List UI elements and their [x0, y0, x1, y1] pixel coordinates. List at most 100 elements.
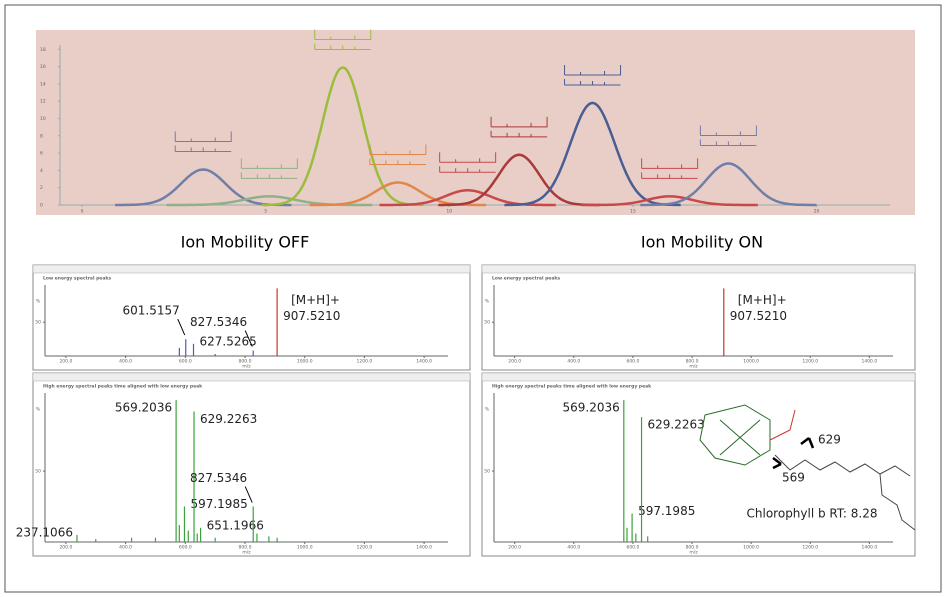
x-tick-label: 400.0 [119, 545, 132, 551]
x-tick-label: 200.0 [508, 545, 521, 551]
peak [640, 162, 817, 207]
caption: Chlorophyll b RT: 8.28 [747, 507, 878, 521]
y-tick-label: 10 [40, 116, 46, 122]
y-tick-label: 16 [40, 64, 46, 70]
x-tick-label: 400.0 [119, 359, 132, 365]
x-tick-label: 600.0 [626, 359, 639, 365]
peak [504, 101, 681, 207]
mini-spectrum-frame [240, 158, 298, 179]
x-tick-label: 400.0 [567, 359, 580, 365]
panel [481, 372, 916, 557]
x-tick-label: 1400.0 [861, 359, 877, 365]
panel-toolbar [481, 372, 916, 382]
x-tick-label: 800.0 [686, 359, 699, 365]
leader [244, 486, 253, 503]
y-tick-label: 4 [40, 168, 43, 174]
ion-label: [M+H]+ [738, 293, 787, 307]
x-tick-label: 600.0 [179, 359, 192, 365]
mini-spectrum [699, 125, 757, 146]
peak-label: 569.2036 [115, 401, 172, 415]
panel [32, 264, 471, 371]
mini-spectrum-frame [490, 116, 548, 138]
y-label: % [36, 407, 41, 413]
panel-toolbar [481, 264, 916, 274]
mini-spectrum [240, 158, 298, 179]
x-tick-label: 800.0 [239, 359, 252, 365]
peak [581, 195, 758, 207]
y-tick-label: 50 [484, 320, 490, 326]
chromatogram-bg [36, 30, 915, 215]
y-label: % [485, 299, 490, 305]
x-label: m/z [242, 550, 251, 556]
panel-title: High energy spectral peaks time aligned … [492, 384, 652, 390]
y-tick-label: 50 [35, 320, 41, 326]
mini-spectrum [490, 116, 548, 138]
x-tick-label: 15 [630, 209, 636, 215]
fragment-label: 629 [818, 433, 841, 447]
peak-label: 629.2263 [200, 412, 257, 426]
heading: Ion Mobility ON [641, 233, 763, 252]
panel-title: High energy spectral peaks time aligned … [43, 384, 203, 390]
mini-spectrum-frame [174, 131, 232, 153]
peak-label: 597.1985 [638, 504, 695, 518]
x-tick-label: 600.0 [179, 545, 192, 551]
mini-spectrum-frame [564, 64, 622, 86]
x-tick-label: 800.0 [239, 545, 252, 551]
x-tick-label: 1200.0 [357, 359, 373, 365]
leader [177, 318, 186, 336]
x-tick-label: 1400.0 [416, 545, 432, 551]
x-tick-label: 200.0 [59, 545, 72, 551]
x-tick-label: 1200.0 [357, 545, 373, 551]
y-tick-label: 6 [40, 151, 43, 157]
panel-toolbar [32, 372, 471, 382]
x-tick-label: 400.0 [567, 545, 580, 551]
x-tick-label: 20 [814, 209, 820, 215]
mini-spectrum [369, 144, 427, 166]
mini-spectrum-frame [314, 29, 372, 50]
x-tick-label: 1200.0 [802, 545, 818, 551]
x-tick-label: 1400.0 [861, 545, 877, 551]
x-tick-label: 1400.0 [416, 359, 432, 365]
peak-label: 629.2263 [648, 418, 705, 432]
y-tick-label: 0 [40, 203, 43, 209]
x-tick-label: 1000.0 [743, 545, 759, 551]
peak-label: 907.5210 [283, 309, 340, 323]
mini-spectrum [174, 131, 232, 153]
x-tick-label: 1000.0 [297, 545, 313, 551]
peak-label: 569.2036 [563, 401, 620, 415]
x-tick-label: 0 [81, 209, 84, 215]
x-label: m/z [689, 364, 698, 370]
peak-label: 827.5346 [190, 315, 247, 329]
y-tick-label: 50 [35, 469, 41, 475]
heading: Ion Mobility OFF [181, 233, 310, 252]
x-label: m/z [689, 550, 698, 556]
y-tick-label: 2 [40, 185, 43, 191]
panel [32, 372, 471, 557]
panel [481, 264, 916, 371]
panel-title: Low energy spectral peaks [43, 276, 111, 282]
peak-label: 827.5346 [190, 471, 247, 485]
peak-label: 601.5157 [122, 304, 179, 318]
peak [261, 66, 424, 207]
mini-spectrum [564, 64, 622, 86]
mini-spectrum-frame [369, 144, 427, 166]
y-tick-label: 8 [40, 133, 43, 139]
peak-label: 907.5210 [730, 309, 787, 323]
x-tick-label: 200.0 [59, 359, 72, 365]
peak-label: 651.1966 [207, 518, 264, 532]
panel-title: Low energy spectral peaks [492, 276, 560, 282]
y-label: % [36, 299, 41, 305]
mini-spectrum [641, 158, 699, 179]
peak-label: 597.1985 [190, 497, 247, 511]
mini-spectrum-frame [439, 152, 497, 173]
peak [438, 153, 600, 207]
x-tick-label: 10 [446, 209, 452, 215]
mini-spectrum [439, 152, 497, 173]
molecule [699, 404, 916, 531]
x-tick-label: 1000.0 [743, 359, 759, 365]
x-tick-label: 200.0 [508, 359, 521, 365]
x-label: m/z [242, 364, 251, 370]
panel-toolbar [32, 264, 471, 274]
x-tick-label: 1200.0 [802, 359, 818, 365]
